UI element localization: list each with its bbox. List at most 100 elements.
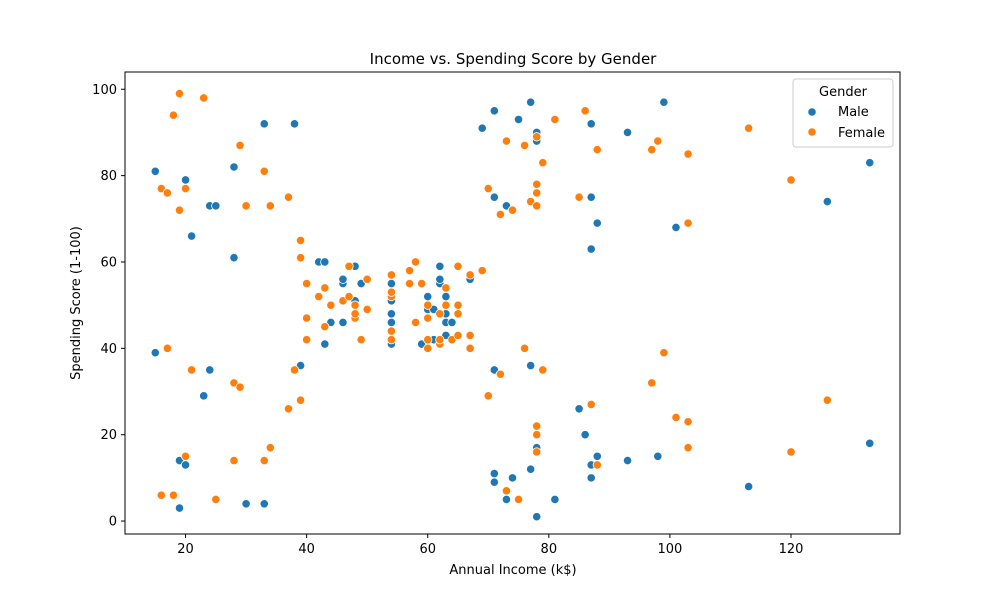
data-point-male <box>386 309 397 319</box>
data-point-male <box>338 274 348 284</box>
data-point-female <box>162 188 172 198</box>
data-point-female <box>265 443 275 453</box>
data-point-female <box>550 114 560 125</box>
data-point-female <box>592 460 602 470</box>
data-point-female <box>453 300 463 310</box>
x-tick-label: 80 <box>541 542 558 557</box>
data-point-female <box>441 283 451 293</box>
data-point-female <box>532 430 542 440</box>
x-axis-label: Annual Income (k$) <box>449 563 576 578</box>
data-point-female <box>362 304 372 315</box>
data-point-female <box>259 455 269 466</box>
data-point-male <box>205 365 215 375</box>
data-point-male <box>211 201 221 211</box>
data-point-male <box>180 175 191 185</box>
legend-label-male: Male <box>838 105 869 120</box>
legend-marker-male <box>807 107 817 117</box>
data-point-male <box>865 158 875 168</box>
data-point-female <box>314 291 324 302</box>
data-point-male <box>532 512 542 522</box>
y-axis: 0 20 40 60 80 100 <box>92 83 125 530</box>
data-point-female <box>786 447 796 457</box>
data-point-female <box>320 283 330 293</box>
data-point-female <box>302 313 312 323</box>
data-point-female <box>411 257 421 267</box>
data-point-female <box>326 300 336 310</box>
data-point-male <box>199 391 209 401</box>
data-point-female <box>283 404 294 414</box>
data-point-female <box>483 183 493 194</box>
data-point-female <box>683 443 693 453</box>
data-point-male <box>653 451 663 461</box>
data-point-female <box>647 145 657 155</box>
data-point-female <box>520 343 530 353</box>
data-point-female <box>538 365 548 375</box>
data-point-female <box>162 343 172 353</box>
y-axis-label: Spending Score (1-100) <box>69 226 84 380</box>
data-point-female <box>465 343 475 353</box>
data-point-female <box>295 235 306 245</box>
data-point-male <box>526 464 536 474</box>
data-point-female <box>229 455 239 466</box>
data-point-female <box>495 209 505 220</box>
data-point-female <box>441 300 451 310</box>
data-point-female <box>320 322 330 332</box>
data-point-female <box>538 158 548 168</box>
data-point-female <box>168 110 179 120</box>
data-point-female <box>259 166 269 176</box>
y-tick-label: 0 <box>109 515 117 530</box>
data-point-female <box>344 291 354 302</box>
data-point-male <box>150 166 160 176</box>
legend-marker-female <box>807 127 817 137</box>
data-point-female <box>574 192 584 202</box>
data-point-male <box>386 317 397 328</box>
data-point-female <box>295 395 306 405</box>
data-point-male <box>423 291 433 302</box>
data-point-male <box>513 114 524 125</box>
data-point-male <box>320 339 330 349</box>
data-point-female <box>653 136 663 146</box>
data-point-female <box>453 309 463 319</box>
data-point-male <box>320 257 330 267</box>
data-point-male <box>671 222 681 233</box>
data-point-female <box>501 136 512 146</box>
data-point-female <box>386 335 397 345</box>
data-point-male <box>289 119 300 129</box>
data-point-male <box>229 253 239 263</box>
data-point-female <box>180 183 191 194</box>
data-point-female <box>241 201 251 211</box>
data-point-female <box>507 205 518 215</box>
data-point-male <box>489 468 499 479</box>
data-point-male <box>259 119 269 129</box>
plot-area <box>150 88 875 522</box>
data-point-male <box>477 123 487 133</box>
x-tick-label: 100 <box>658 542 683 557</box>
data-point-female <box>532 447 542 457</box>
data-point-male <box>622 455 633 466</box>
data-point-female <box>532 421 542 431</box>
data-point-female <box>386 326 397 336</box>
y-tick-label: 80 <box>100 169 117 184</box>
data-point-female <box>483 391 493 401</box>
data-point-female <box>744 123 754 133</box>
y-tick-label: 20 <box>100 428 117 443</box>
data-point-female <box>435 335 445 345</box>
data-point-female <box>659 348 669 358</box>
data-point-female <box>404 278 415 289</box>
data-point-female <box>168 490 179 500</box>
chart-title: Income vs. Spending Score by Gender <box>370 50 658 68</box>
data-point-female <box>362 274 372 284</box>
plot-frame <box>124 71 901 535</box>
data-point-female <box>453 330 463 340</box>
data-point-male <box>865 438 875 448</box>
data-point-male <box>501 494 512 505</box>
data-point-female <box>386 287 397 297</box>
data-point-male <box>586 119 596 129</box>
y-tick-label: 60 <box>100 255 117 270</box>
data-point-female <box>302 335 312 345</box>
data-point-male <box>586 473 596 483</box>
data-point-female <box>417 278 427 289</box>
data-point-female <box>156 490 166 500</box>
data-point-female <box>453 261 463 271</box>
data-point-male <box>574 404 584 414</box>
